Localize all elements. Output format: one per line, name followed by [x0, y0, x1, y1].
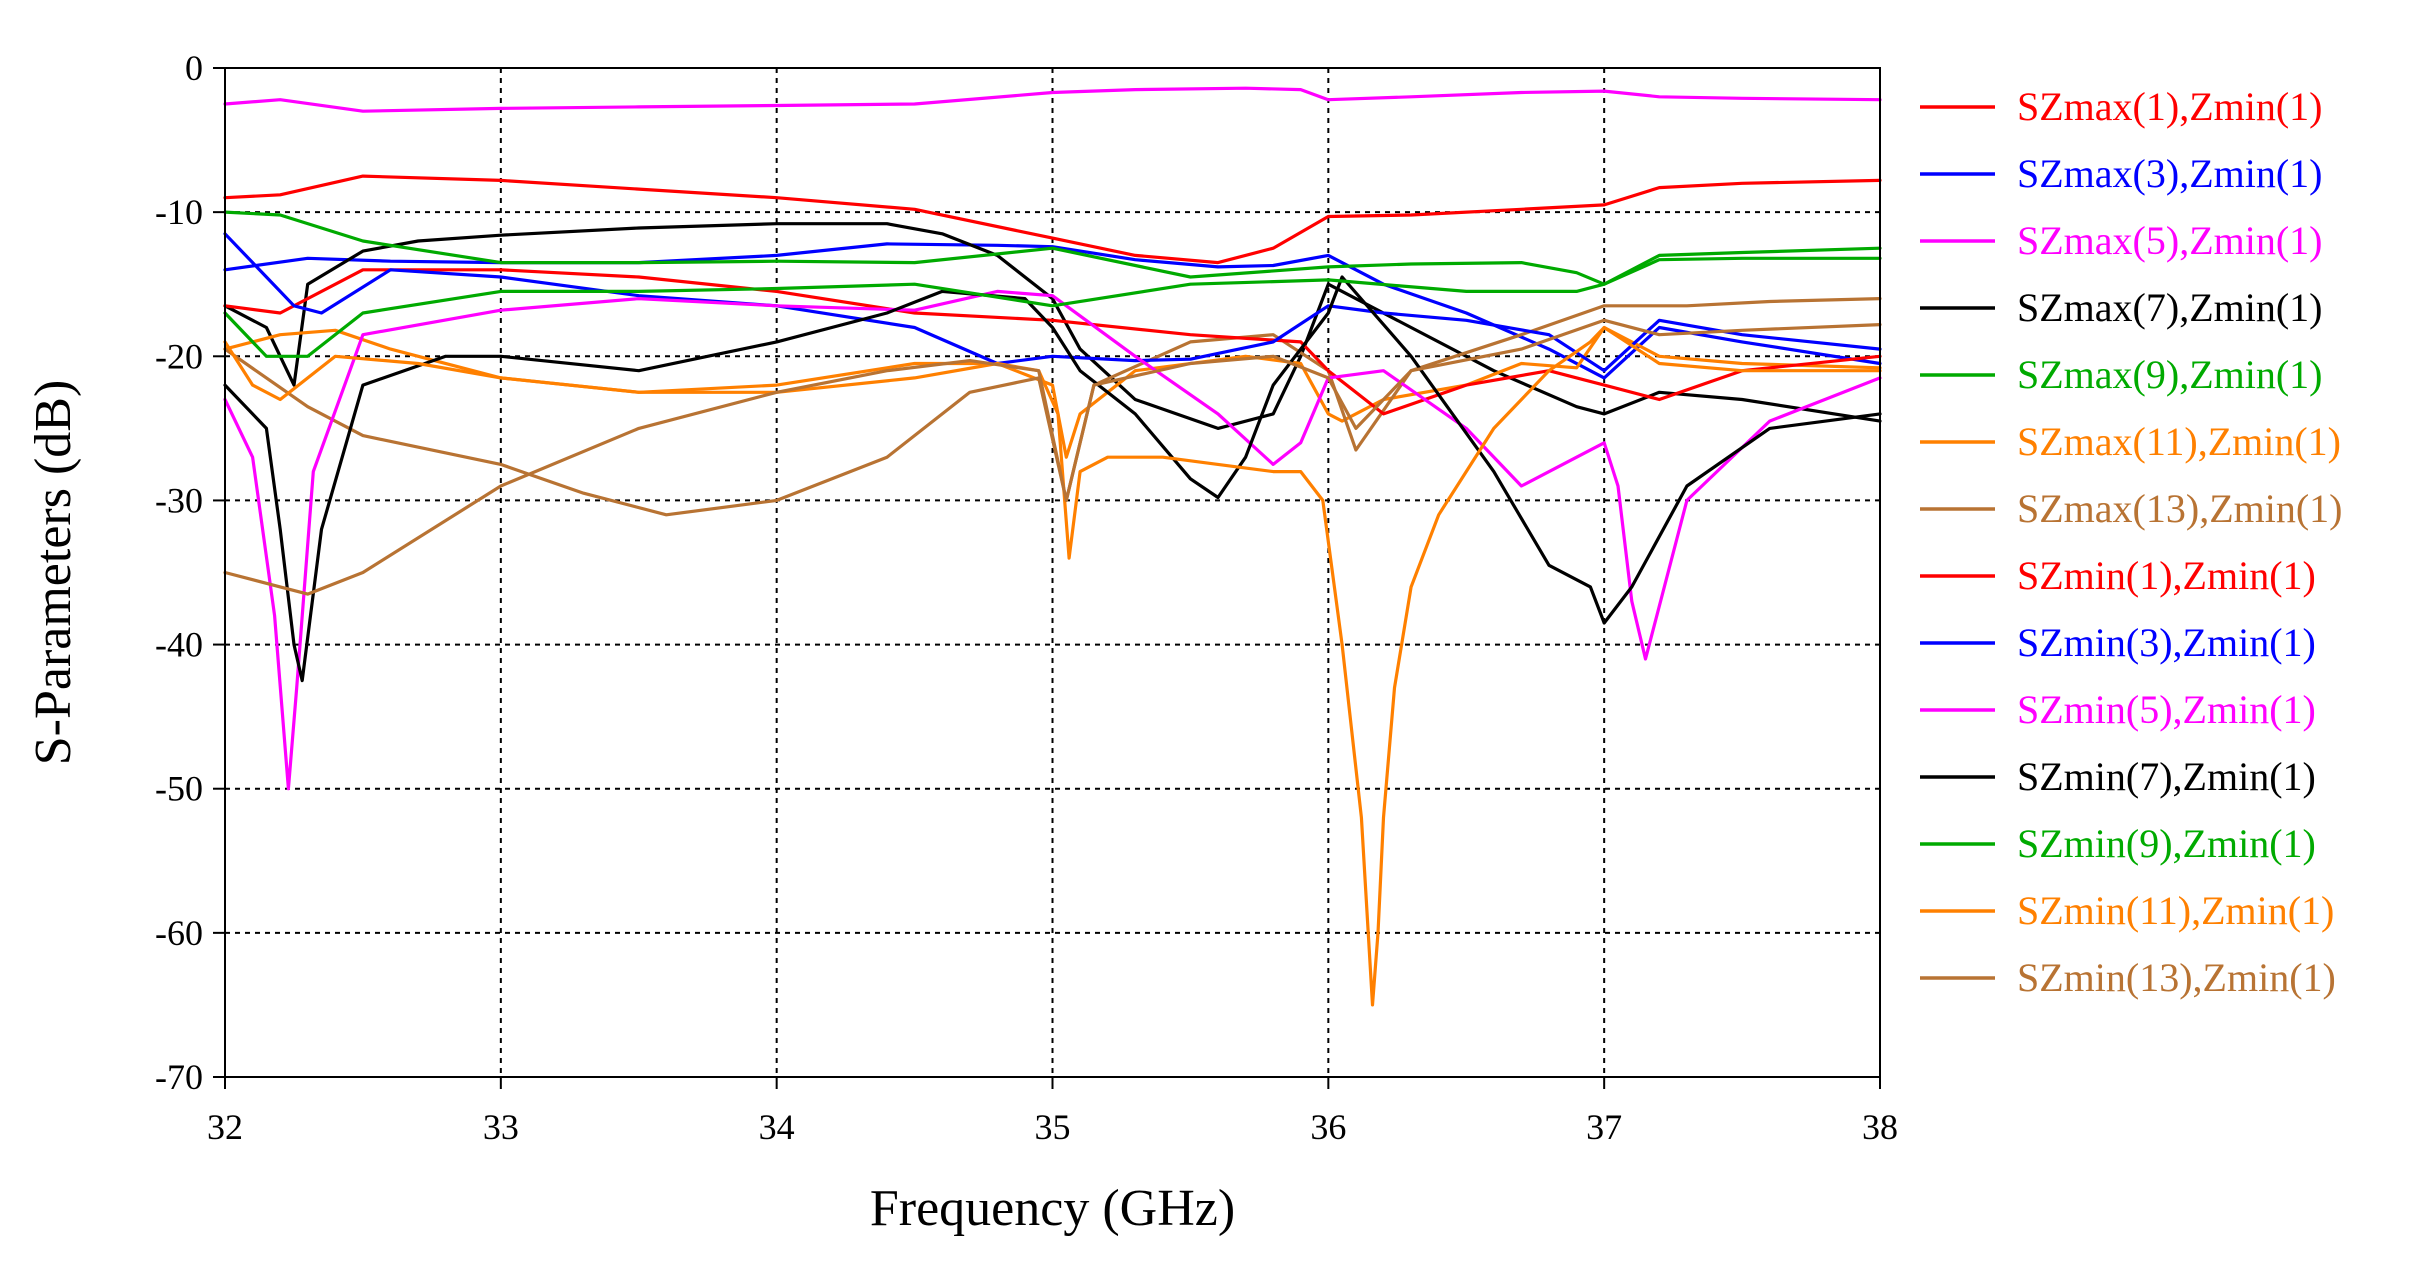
- legend-label: SZmax(9),Zmin(1): [2017, 352, 2323, 397]
- legend-label: SZmax(7),Zmin(1): [2017, 285, 2323, 330]
- y-tick-label: 0: [185, 48, 203, 88]
- series-line-10: [223, 289, 1882, 791]
- series-lines: [223, 86, 1882, 1007]
- series-line-13: [223, 325, 1882, 1007]
- y-axis-title: S-Parameters (dB): [25, 380, 82, 766]
- grid: [225, 68, 1880, 1077]
- series-line-4: [223, 222, 1882, 430]
- series-line-14: [223, 318, 1882, 596]
- y-tick-label: -30: [155, 480, 203, 520]
- legend-label: SZmax(5),Zmin(1): [2017, 218, 2323, 263]
- legend-label: SZmin(7),Zmin(1): [2017, 754, 2316, 799]
- legend-label: SZmax(13),Zmin(1): [2017, 486, 2343, 531]
- y-tick-label: -40: [155, 625, 203, 665]
- x-axis-title: Frequency (GHz): [870, 1180, 1235, 1237]
- legend-label: SZmin(1),Zmin(1): [2017, 553, 2316, 598]
- series-line-1: [223, 174, 1882, 265]
- y-tick-label: -60: [155, 913, 203, 953]
- series-line-8: [223, 268, 1882, 416]
- y-tick-label: -10: [155, 192, 203, 232]
- legend-label: SZmax(3),Zmin(1): [2017, 151, 2323, 196]
- legend-label: SZmax(1),Zmin(1): [2017, 84, 2323, 129]
- y-tick-label: -20: [155, 336, 203, 376]
- x-tick-label: 33: [483, 1107, 519, 1147]
- series-line-12: [223, 256, 1882, 358]
- legend-label: SZmin(11),Zmin(1): [2017, 888, 2334, 933]
- x-tick-label: 32: [207, 1107, 243, 1147]
- series-line-3: [223, 86, 1882, 113]
- x-tick-label: 34: [759, 1107, 795, 1147]
- x-tick-label: 37: [1586, 1107, 1622, 1147]
- legend: SZmax(1),Zmin(1) SZmax(3),Zmin(1) SZmax(5)…: [1920, 84, 2343, 1000]
- y-tick-label: -70: [155, 1057, 203, 1097]
- legend-label: SZmin(13),Zmin(1): [2017, 955, 2336, 1000]
- x-tick-label: 36: [1310, 1107, 1346, 1147]
- legend-label: SZmin(9),Zmin(1): [2017, 821, 2316, 866]
- x-tick-label: 38: [1862, 1107, 1898, 1147]
- axis-ticks: 32 33 34 35 36 37 38 0 -10 -20 -30 -40 -50 -60 -70: [155, 48, 1898, 1147]
- legend-label: SZmin(5),Zmin(1): [2017, 687, 2316, 732]
- legend-label: SZmin(3),Zmin(1): [2017, 620, 2316, 665]
- legend-label: SZmax(11),Zmin(1): [2017, 419, 2341, 464]
- y-tick-label: -50: [155, 769, 203, 809]
- x-tick-label: 35: [1035, 1107, 1071, 1147]
- series-line-11: [223, 275, 1882, 683]
